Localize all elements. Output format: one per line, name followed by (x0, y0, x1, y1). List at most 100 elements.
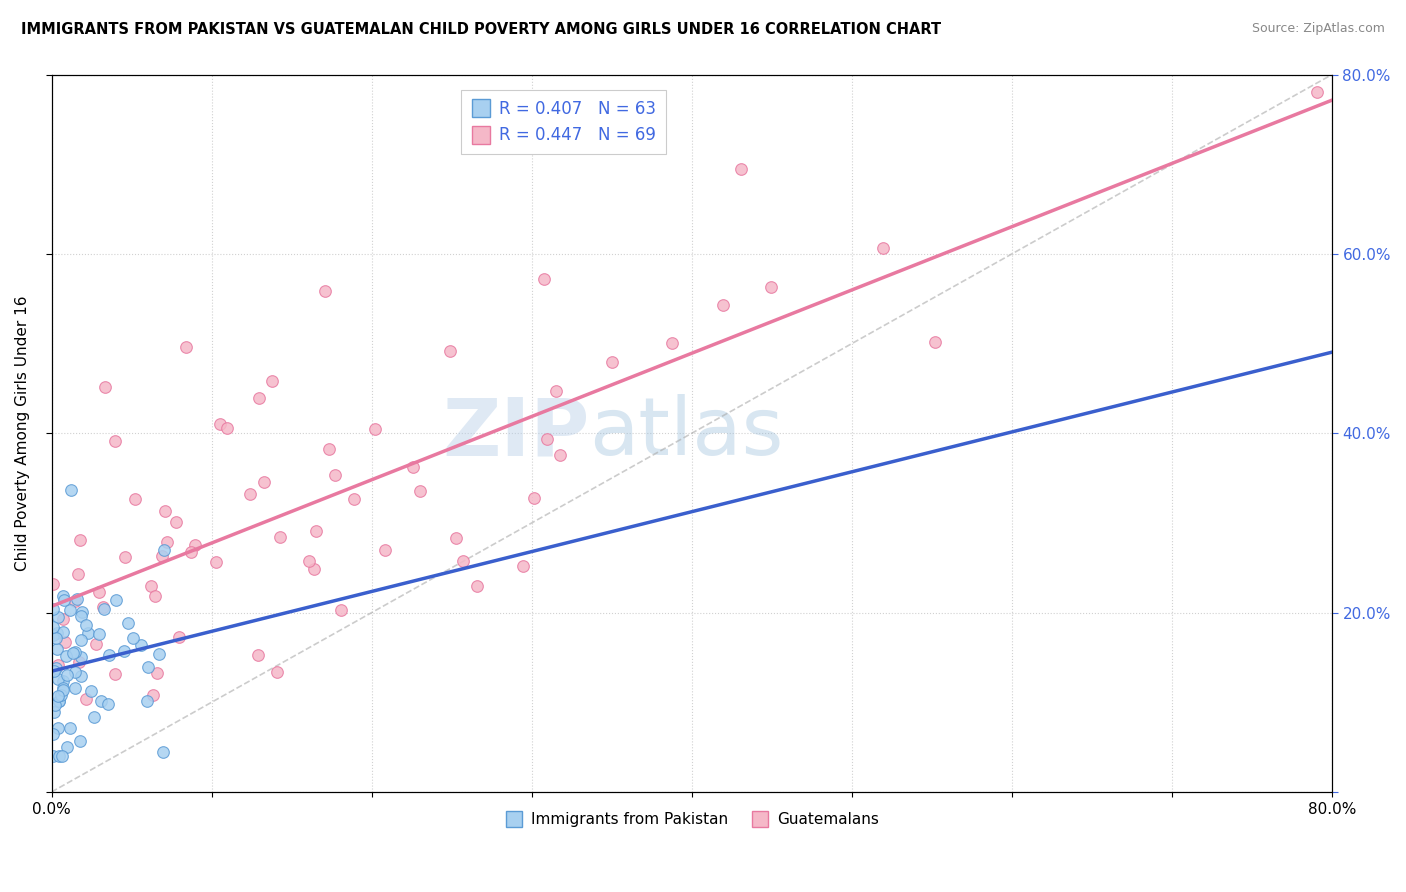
Point (465, 579, 488, 593)
Point (52, 681, 75, 695)
Point (142, 688, 165, 702)
Point (69, 533, 91, 547)
Point (69, 650, 91, 665)
Point (145, 665, 167, 680)
Point (533, 272, 555, 286)
Point (136, 660, 159, 674)
Point (872, 241, 894, 255)
Point (77, 625, 100, 640)
Point (65, 645, 87, 659)
Point (661, 336, 683, 351)
Point (46, 689, 69, 703)
Point (217, 421, 239, 435)
Point (60, 483, 83, 497)
Point (548, 449, 571, 463)
Point (93, 600, 115, 615)
Point (94, 380, 117, 394)
Point (239, 487, 262, 501)
Point (924, 334, 946, 349)
Point (65, 594, 87, 608)
Point (204, 555, 226, 569)
Text: ZIP: ZIP (441, 394, 589, 472)
Point (67, 566, 90, 581)
Point (174, 340, 197, 354)
Point (97, 697, 120, 711)
Point (90, 694, 112, 708)
Point (53, 635, 76, 649)
Point (42, 727, 65, 741)
Point (600, 355, 623, 369)
Point (84, 637, 107, 651)
Point (711, 298, 734, 312)
Point (761, 280, 783, 294)
Point (305, 524, 328, 539)
Point (93, 601, 115, 615)
Point (70, 669, 93, 683)
Point (42, 602, 65, 616)
Point (69, 734, 91, 748)
Point (48, 694, 70, 708)
Point (46, 658, 69, 673)
Point (150, 549, 173, 563)
Point (544, 384, 567, 399)
Point (135, 694, 157, 708)
Point (42, 577, 65, 591)
Point (536, 433, 558, 447)
Point (112, 644, 135, 658)
Point (89, 626, 111, 640)
Point (63, 665, 86, 679)
Point (51, 749, 73, 764)
Point (44, 664, 66, 678)
Point (75, 691, 97, 706)
Point (156, 535, 179, 549)
Point (139, 578, 162, 592)
Point (52, 624, 75, 639)
Point (152, 542, 174, 557)
Point (52, 612, 75, 626)
Point (165, 515, 187, 529)
Point (42, 628, 65, 642)
Point (374, 542, 396, 557)
Point (402, 460, 425, 475)
Point (124, 491, 146, 506)
Point (42, 705, 65, 719)
Y-axis label: Child Poverty Among Girls Under 16: Child Poverty Among Girls Under 16 (15, 295, 30, 571)
Point (67, 655, 90, 669)
Point (52, 590, 75, 604)
Point (343, 491, 366, 506)
Point (83, 710, 105, 724)
Point (104, 666, 127, 681)
Point (46, 642, 69, 657)
Point (55, 649, 77, 664)
Point (80, 684, 103, 698)
Text: Source: ZipAtlas.com: Source: ZipAtlas.com (1251, 22, 1385, 36)
Point (247, 648, 270, 662)
Point (247, 392, 270, 406)
Point (167, 630, 190, 644)
Point (131, 638, 153, 652)
Point (297, 554, 319, 568)
Point (253, 475, 276, 489)
Point (53, 593, 76, 607)
Point (87, 584, 110, 599)
Point (523, 491, 546, 506)
Point (75, 617, 97, 632)
Point (42, 749, 65, 764)
Point (153, 503, 176, 517)
Point (70, 605, 93, 619)
Point (329, 603, 352, 617)
Point (1306, 86, 1329, 100)
Point (208, 417, 231, 432)
Point (302, 562, 325, 576)
Point (46, 626, 69, 640)
Point (453, 553, 475, 567)
Point (62, 646, 84, 660)
Point (122, 632, 145, 646)
Point (266, 665, 288, 680)
Point (49, 688, 72, 702)
Point (48, 749, 70, 764)
Point (48, 694, 70, 708)
Point (46, 609, 69, 624)
Point (70, 608, 93, 623)
Point (363, 422, 385, 436)
